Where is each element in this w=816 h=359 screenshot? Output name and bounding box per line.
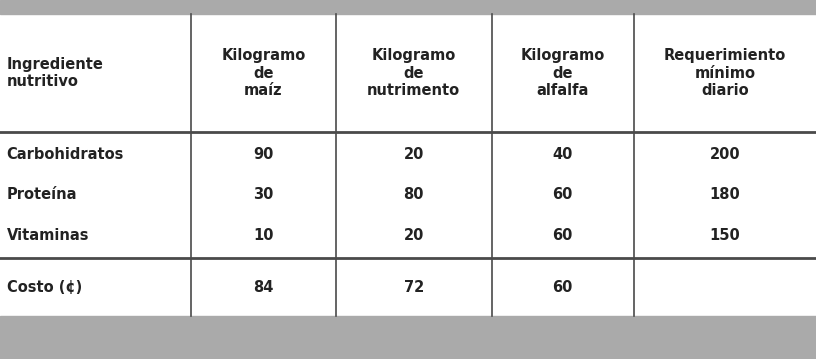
Text: 200: 200 xyxy=(710,148,740,163)
Text: Carbohidratos: Carbohidratos xyxy=(7,148,124,163)
Text: Requerimiento
mínimo
diario: Requerimiento mínimo diario xyxy=(663,48,786,98)
Text: 150: 150 xyxy=(710,228,740,242)
Text: 84: 84 xyxy=(254,280,273,294)
Text: 72: 72 xyxy=(404,280,424,294)
Text: 80: 80 xyxy=(404,187,424,202)
Text: 180: 180 xyxy=(710,187,740,202)
Text: 10: 10 xyxy=(253,228,274,242)
Text: Kilogramo
de
nutrimento: Kilogramo de nutrimento xyxy=(367,48,460,98)
Text: 20: 20 xyxy=(404,148,424,163)
Text: 40: 40 xyxy=(552,148,573,163)
Text: Kilogramo
de
alfalfa: Kilogramo de alfalfa xyxy=(521,48,605,98)
Text: Kilogramo
de
maíz: Kilogramo de maíz xyxy=(221,48,306,98)
Bar xyxy=(0,316,816,359)
Text: Costo (¢): Costo (¢) xyxy=(7,280,82,294)
Text: 60: 60 xyxy=(552,228,573,242)
Text: 90: 90 xyxy=(254,148,273,163)
Text: 30: 30 xyxy=(254,187,273,202)
Bar xyxy=(0,0,816,14)
Text: 20: 20 xyxy=(404,228,424,242)
Text: Proteína: Proteína xyxy=(7,187,77,202)
Text: Ingrediente
nutritivo: Ingrediente nutritivo xyxy=(7,57,104,89)
Text: 60: 60 xyxy=(552,187,573,202)
Text: Vitaminas: Vitaminas xyxy=(7,228,89,242)
Text: 60: 60 xyxy=(552,280,573,294)
